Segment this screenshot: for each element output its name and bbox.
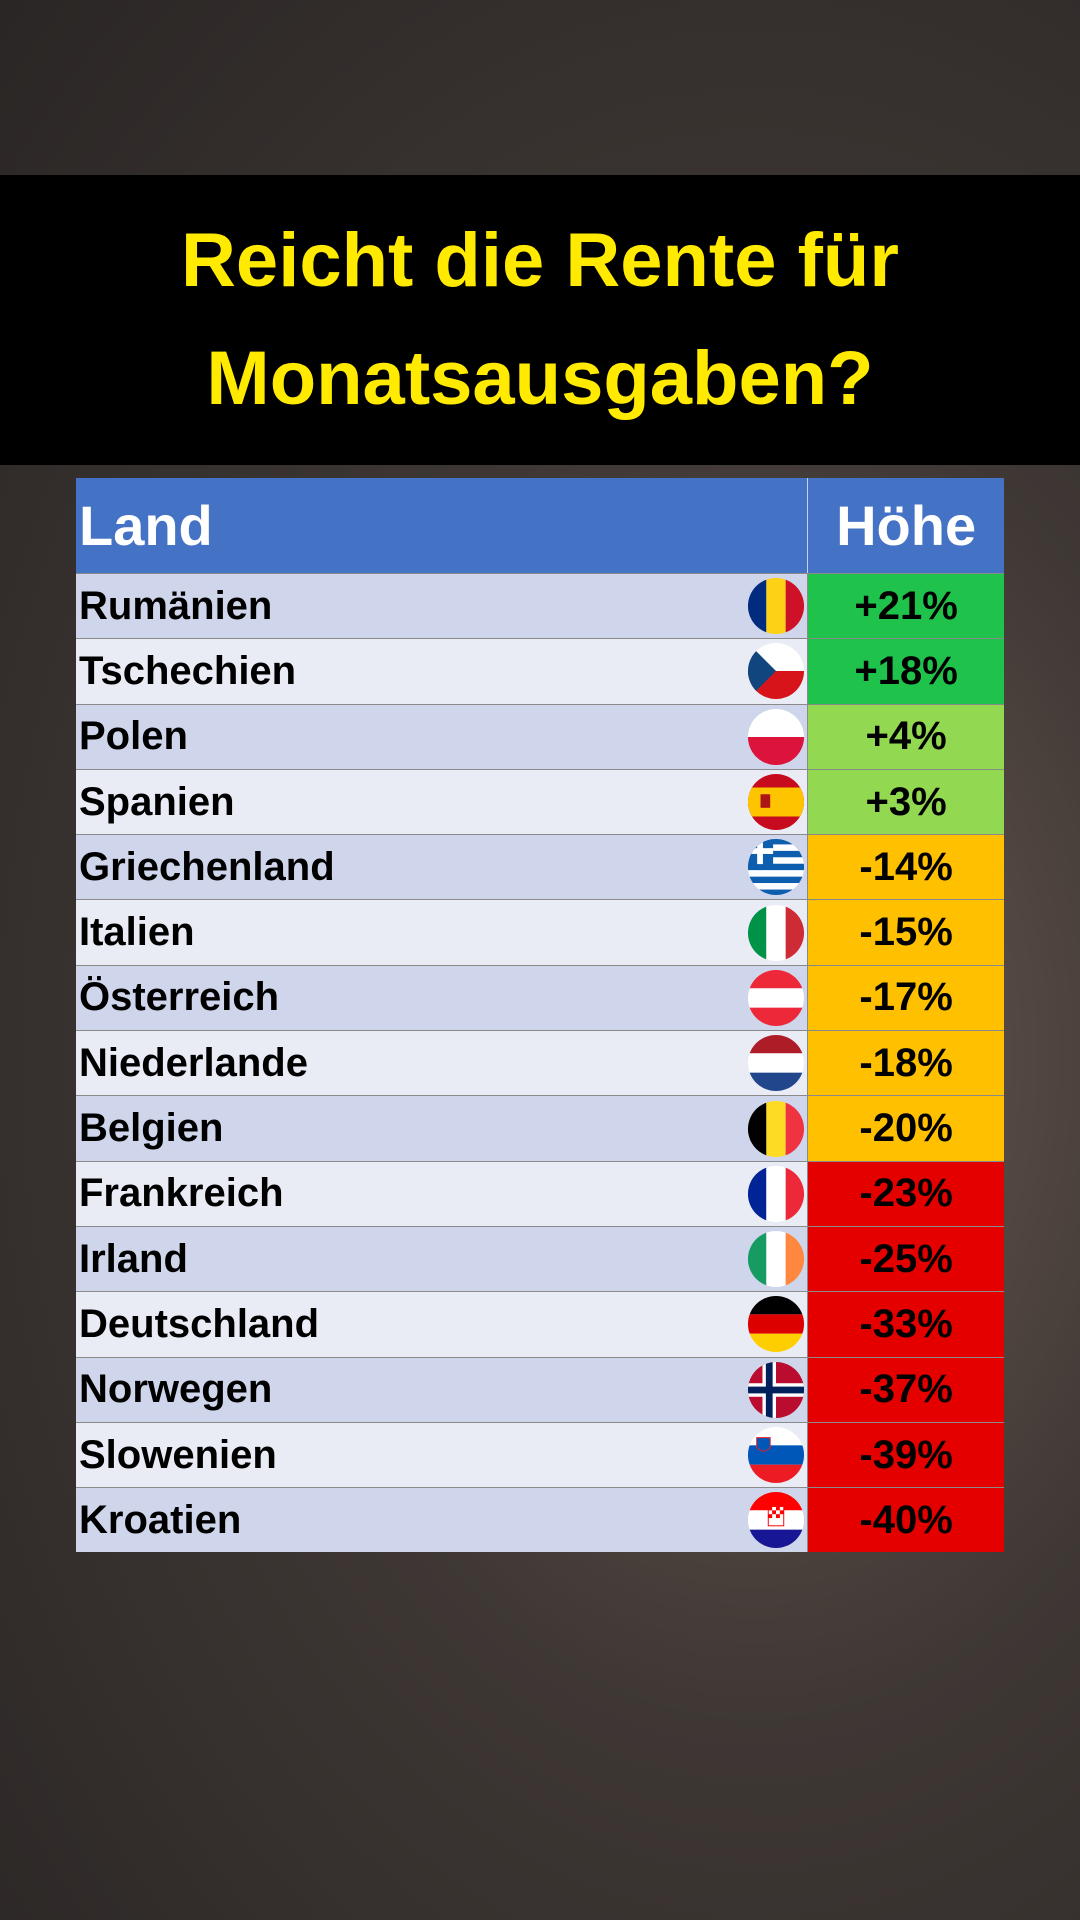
flag-icon bbox=[748, 1296, 805, 1353]
flag-icon bbox=[748, 1361, 805, 1418]
country-cell: Spanien bbox=[76, 770, 807, 834]
table-row: Slowenien -39% bbox=[76, 1421, 1004, 1488]
table-row: Griechenland -14% bbox=[76, 834, 1004, 900]
country-name: Norwegen bbox=[79, 1367, 273, 1412]
country-cell: Belgien bbox=[76, 1096, 807, 1160]
table-row: Kroatien -40% bbox=[76, 1487, 1004, 1553]
country-cell: Niederlande bbox=[76, 1031, 807, 1095]
country-name: Niederlande bbox=[79, 1040, 308, 1085]
country-name: Irland bbox=[79, 1236, 188, 1281]
value-cell: -14% bbox=[807, 835, 1004, 900]
country-cell: Kroatien bbox=[76, 1488, 807, 1552]
flag-icon bbox=[748, 1035, 805, 1092]
value-cell: -15% bbox=[807, 900, 1004, 965]
flag-icon bbox=[748, 773, 805, 831]
country-cell: Italien bbox=[76, 900, 807, 964]
country-name: Polen bbox=[79, 714, 188, 759]
country-cell: Slowenien bbox=[76, 1423, 807, 1487]
table-row: Tschechien +18% bbox=[76, 638, 1004, 704]
flag-icon bbox=[748, 1231, 805, 1288]
flag-icon bbox=[748, 839, 805, 896]
country-cell: Norwegen bbox=[76, 1358, 807, 1422]
flag-icon bbox=[748, 1492, 805, 1549]
value-cell: +4% bbox=[807, 704, 1004, 769]
value-cell: -23% bbox=[807, 1161, 1004, 1226]
header-row: Land Höhe bbox=[76, 478, 1004, 573]
flag-icon bbox=[748, 1426, 805, 1484]
value-cell: -33% bbox=[807, 1292, 1004, 1357]
country-name: Griechenland bbox=[79, 844, 335, 889]
country-cell: Griechenland bbox=[76, 835, 807, 899]
title-band: Reicht die Rente für Monatsausgaben? bbox=[0, 175, 1080, 465]
value-cell: -18% bbox=[807, 1031, 1004, 1096]
value-cell: -25% bbox=[807, 1226, 1004, 1292]
value-cell: +21% bbox=[807, 574, 1004, 639]
value-cell: +18% bbox=[807, 639, 1004, 704]
country-cell: Polen bbox=[76, 705, 807, 769]
table-row: Irland -25% bbox=[76, 1225, 1004, 1292]
flag-icon bbox=[748, 643, 805, 700]
value-cell: -17% bbox=[807, 965, 1004, 1031]
value-cell: -37% bbox=[807, 1357, 1004, 1422]
table-row: Rumänien +21% bbox=[76, 573, 1004, 639]
header-cell: Land bbox=[79, 494, 213, 557]
flag-icon bbox=[748, 969, 805, 1026]
table-row: Polen +4% bbox=[76, 703, 1004, 769]
country-name: Belgien bbox=[79, 1106, 224, 1151]
country-cell: Rumänien bbox=[76, 574, 807, 638]
table-row: Österreich -17% bbox=[76, 964, 1004, 1031]
table-row: Frankreich -23% bbox=[76, 1160, 1004, 1226]
country-name: Kroatien bbox=[79, 1497, 242, 1542]
title: Reicht die Rente für Monatsausgaben? bbox=[181, 218, 899, 421]
flag-icon bbox=[748, 1165, 805, 1222]
value-cell: -39% bbox=[807, 1422, 1004, 1488]
country-cell: Österreich bbox=[76, 966, 807, 1030]
table-row: Niederlande -18% bbox=[76, 1030, 1004, 1096]
country-cell: Frankreich bbox=[76, 1162, 807, 1226]
flag-icon bbox=[748, 708, 805, 765]
country-name: Rumänien bbox=[79, 583, 273, 628]
flag-icon bbox=[748, 578, 805, 635]
table-row: Belgien -20% bbox=[76, 1095, 1004, 1161]
country-cell: Deutschland bbox=[76, 1292, 807, 1356]
table: Land Höhe Rumänien +21% Tschechien +18% Pole… bbox=[76, 478, 1004, 1553]
country-name: Deutschland bbox=[79, 1301, 320, 1346]
country-name: Italien bbox=[79, 910, 195, 955]
country-name: Slowenien bbox=[79, 1432, 277, 1477]
country-name: Spanien bbox=[79, 779, 235, 824]
flag-icon bbox=[748, 1100, 805, 1157]
country-name: Österreich bbox=[79, 975, 280, 1020]
value-cell: -20% bbox=[807, 1096, 1004, 1161]
value-cell: -40% bbox=[807, 1488, 1004, 1553]
country-cell: Irland bbox=[76, 1227, 807, 1291]
country-name: Tschechien bbox=[79, 648, 297, 693]
header-cell: Höhe bbox=[807, 478, 1004, 573]
country-cell: Tschechien bbox=[76, 639, 807, 703]
country-name: Frankreich bbox=[79, 1171, 284, 1216]
table-row: Spanien +3% bbox=[76, 768, 1004, 835]
table-row: Norwegen -37% bbox=[76, 1356, 1004, 1422]
table-row: Deutschland -33% bbox=[76, 1291, 1004, 1357]
table-row: Italien -15% bbox=[76, 899, 1004, 965]
flag-icon bbox=[748, 904, 805, 961]
value-cell: +3% bbox=[807, 769, 1004, 835]
